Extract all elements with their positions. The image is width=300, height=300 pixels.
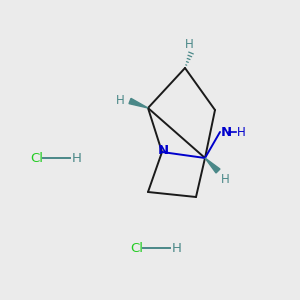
Text: H: H [184,38,194,51]
Text: H: H [72,152,82,164]
Text: H: H [172,242,182,254]
Text: N: N [221,125,232,139]
Text: Cl: Cl [130,242,143,254]
Text: N: N [158,145,169,158]
Text: H: H [116,94,125,107]
Text: H: H [221,173,230,186]
Text: Cl: Cl [30,152,43,164]
Polygon shape [205,158,220,173]
Polygon shape [129,98,148,108]
Text: H: H [237,125,246,139]
